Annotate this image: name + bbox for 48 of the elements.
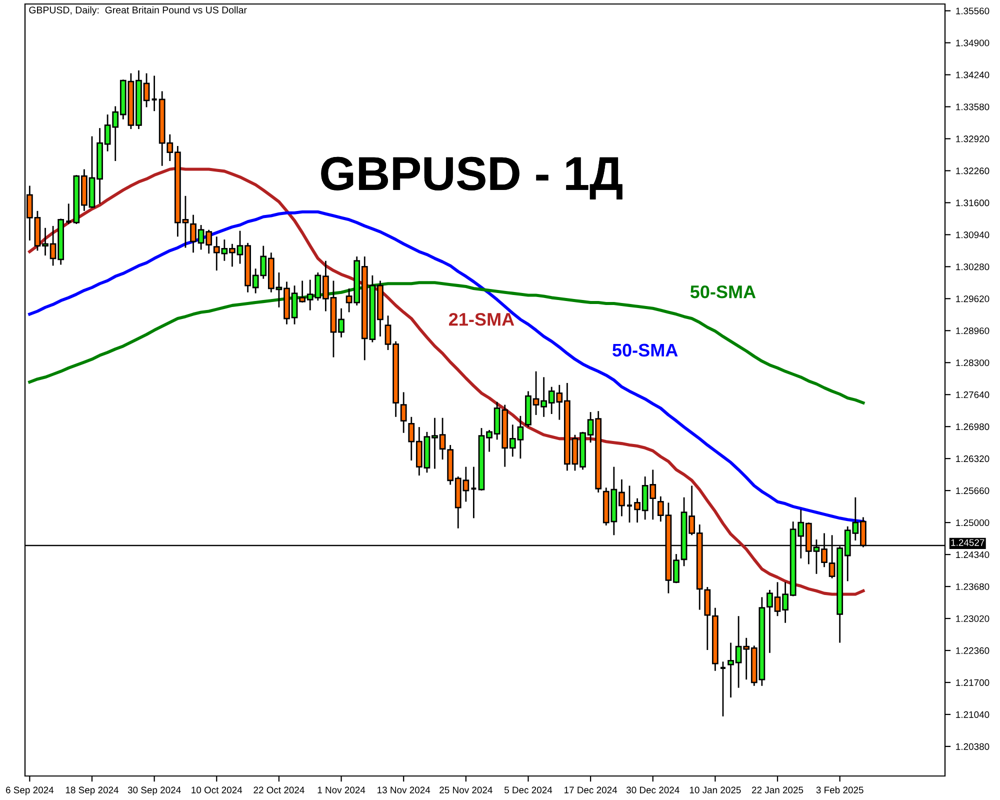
- x-tick-label: 22 Oct 2024: [254, 786, 304, 794]
- y-tick-label: 1.31600: [956, 200, 990, 206]
- y-tick-label: 1.26320: [956, 455, 990, 462]
- x-tick-label: 22 Jan 2025: [752, 786, 804, 794]
- x-tick-label: 10 Oct 2024: [192, 786, 242, 794]
- x-tick-label: 30 Sep 2024: [128, 786, 181, 796]
- y-tick-label: 1.30940: [956, 232, 990, 238]
- y-tick-label: 1.26980: [956, 423, 990, 430]
- series-label: 21-SMA: [449, 312, 514, 326]
- y-tick-label: 1.32260: [956, 168, 990, 174]
- x-tick-label: 30 Dec 2024: [626, 786, 680, 794]
- y-tick-label: 1.23020: [956, 615, 990, 622]
- y-tick-label: 1.34240: [956, 72, 990, 78]
- annotation: GBPUSD, Daily: Great Britain Pound vs US Dollar: [29, 6, 247, 16]
- ref-line-label: 1.24527: [951, 539, 984, 546]
- y-tick-label: 1.22360: [956, 647, 990, 654]
- y-tick-label: 1.24340: [956, 551, 990, 558]
- y-tick-label: 1.21700: [956, 679, 990, 686]
- y-tick-label: 1.28300: [956, 359, 990, 366]
- y-tick-label: 1.35560: [956, 8, 990, 14]
- y-tick-label: 1.27640: [956, 391, 990, 398]
- series-label: 50-SMA: [612, 344, 678, 357]
- y-tick-label: 1.25660: [956, 487, 990, 494]
- candlestick: [400, 391, 407, 434]
- text: GBPUSD - 1Д: [321, 156, 622, 200]
- x-tick-label: 10 Jan 2025: [690, 786, 741, 794]
- y-tick-label: 1.28960: [956, 327, 990, 334]
- y-tick-label: 1.21040: [956, 711, 990, 718]
- y-tick-label: 1.25000: [956, 519, 990, 526]
- candlestick: [470, 466, 478, 519]
- candlestick: [150, 75, 158, 112]
- y-tick-label: 1.23680: [956, 583, 990, 590]
- x-tick-label: 18 Sep 2024: [66, 786, 119, 796]
- y-tick-label: 1.33580: [956, 104, 990, 110]
- x-tick-label: 5 Dec 2024: [504, 786, 552, 794]
- x-tick-label: 17 Dec 2024: [564, 786, 618, 794]
- x-tick-label: 3 Feb 2025: [816, 786, 864, 794]
- candlestick: [65, 202, 72, 225]
- y-tick-label: 1.32920: [956, 136, 990, 142]
- x-tick-label: 6 Sep 2024: [6, 786, 54, 796]
- x-tick-label: 1 Nov 2024: [318, 786, 366, 794]
- x-tick-label: 25 Nov 2024: [440, 786, 492, 794]
- y-tick-label: 1.34900: [956, 40, 990, 46]
- y-tick-label: 1.20380: [956, 743, 990, 750]
- series-label: 50-SMA: [690, 285, 756, 298]
- y-tick-label: 1.29620: [956, 295, 990, 302]
- y-tick-label: 1.30280: [956, 263, 990, 270]
- x-tick-label: 13 Nov 2024: [378, 786, 430, 794]
